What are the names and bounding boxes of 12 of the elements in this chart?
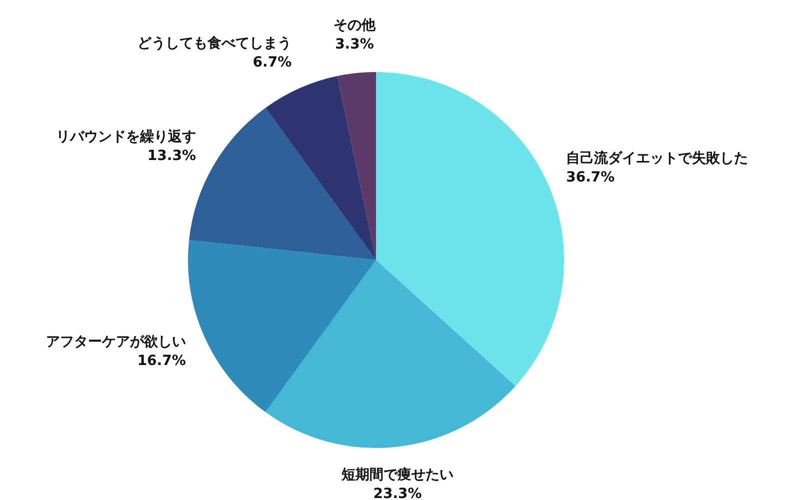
- data-label: 23.3%: [373, 486, 422, 500]
- slice-label: リバウンドを繰り返す: [56, 128, 196, 145]
- data-label: 16.7%: [137, 352, 186, 369]
- slice-label: アフターケアが欲しい: [46, 334, 186, 350]
- data-label: 13.3%: [147, 148, 196, 164]
- slice-label: 自己流ダイエットで失敗した: [566, 149, 748, 166]
- slice-label: どうしても食べてしまう: [138, 36, 292, 52]
- slice-label: 短期間で痩せたい: [340, 466, 454, 483]
- data-label: 6.7%: [252, 54, 292, 71]
- slice-label: その他: [333, 17, 376, 34]
- data-label: 36.7%: [566, 169, 615, 186]
- data-label: 3.3%: [335, 36, 374, 52]
